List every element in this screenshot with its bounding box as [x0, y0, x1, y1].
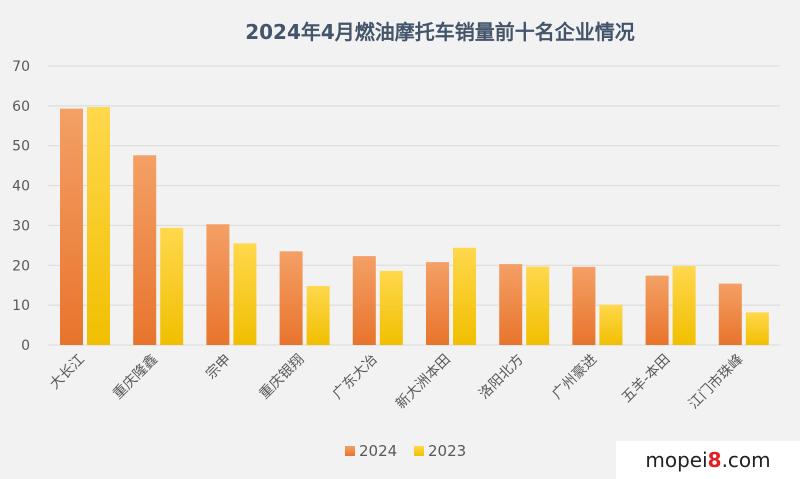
bar-2024 [133, 155, 157, 345]
bar-2023 [233, 243, 257, 345]
bar-2024 [572, 266, 596, 345]
x-category-label: 广州豪进 [549, 352, 600, 403]
x-category-label: 广东大冶 [330, 352, 381, 403]
watermark-text-main: mopei [645, 448, 707, 472]
bar-2024 [60, 108, 83, 345]
gridlines [48, 65, 780, 346]
bar-2023 [306, 286, 330, 345]
watermark: mopei8.com [616, 441, 800, 479]
legend-label: 2024 [359, 442, 397, 460]
x-category-label: 宗申 [203, 352, 234, 383]
x-axis-labels: 大长江 重庆隆鑫 宗申 重庆银翔 广东大冶 新大洲本田 洛阳北方 广州豪进 五羊-本田 江门市珠峰 [47, 351, 747, 413]
y-tick-label: 30 [12, 218, 30, 234]
y-tick-label: 10 [12, 298, 30, 314]
x-category-label: 重庆银翔 [257, 352, 308, 403]
watermark-text-digit: 8 [708, 448, 722, 472]
bar-2024 [279, 251, 303, 345]
legend: 2024 2023 [345, 442, 466, 460]
y-axis-ticks: 0 10 20 30 40 50 60 70 [12, 59, 30, 354]
bar-2024 [718, 283, 742, 345]
bar-2023 [599, 304, 623, 345]
svg-text:mopei8.com: mopei8.com [645, 448, 770, 472]
bar-2023 [526, 266, 550, 345]
y-tick-label: 20 [12, 258, 30, 274]
bar-2024 [352, 256, 376, 345]
y-tick-label: 60 [12, 99, 30, 115]
x-category-label: 洛阳北方 [476, 352, 527, 403]
bar-2024 [206, 224, 230, 345]
bar-2023 [672, 266, 696, 345]
bar-2024 [645, 275, 669, 345]
bar-2023 [453, 247, 476, 345]
bar-2023 [379, 270, 403, 345]
x-category-label: 大长江 [47, 352, 88, 393]
x-category-label: 重庆隆鑫 [109, 351, 161, 403]
watermark-background [616, 441, 800, 479]
bar-2023 [87, 107, 110, 345]
legend-swatch [345, 446, 355, 456]
x-category-label: 新大洲本田 [393, 352, 454, 413]
y-tick-label: 70 [12, 59, 30, 75]
x-category-label: 五羊-本田 [619, 352, 673, 406]
y-tick-label: 40 [12, 179, 30, 195]
bar-2024 [426, 262, 449, 345]
y-tick-label: 0 [21, 338, 30, 354]
x-category-label: 江门市珠峰 [685, 351, 747, 413]
bar-2023 [160, 227, 184, 345]
legend-label: 2023 [428, 442, 466, 460]
bar-2024 [499, 264, 523, 345]
watermark-text-tail: .com [722, 448, 771, 472]
y-tick-label: 50 [12, 139, 30, 155]
legend-swatch [414, 446, 424, 456]
chart-title: 2024年4月燃油摩托车销量前十名企业情况 [245, 20, 635, 44]
bars [60, 107, 769, 345]
bar-2023 [745, 312, 769, 345]
